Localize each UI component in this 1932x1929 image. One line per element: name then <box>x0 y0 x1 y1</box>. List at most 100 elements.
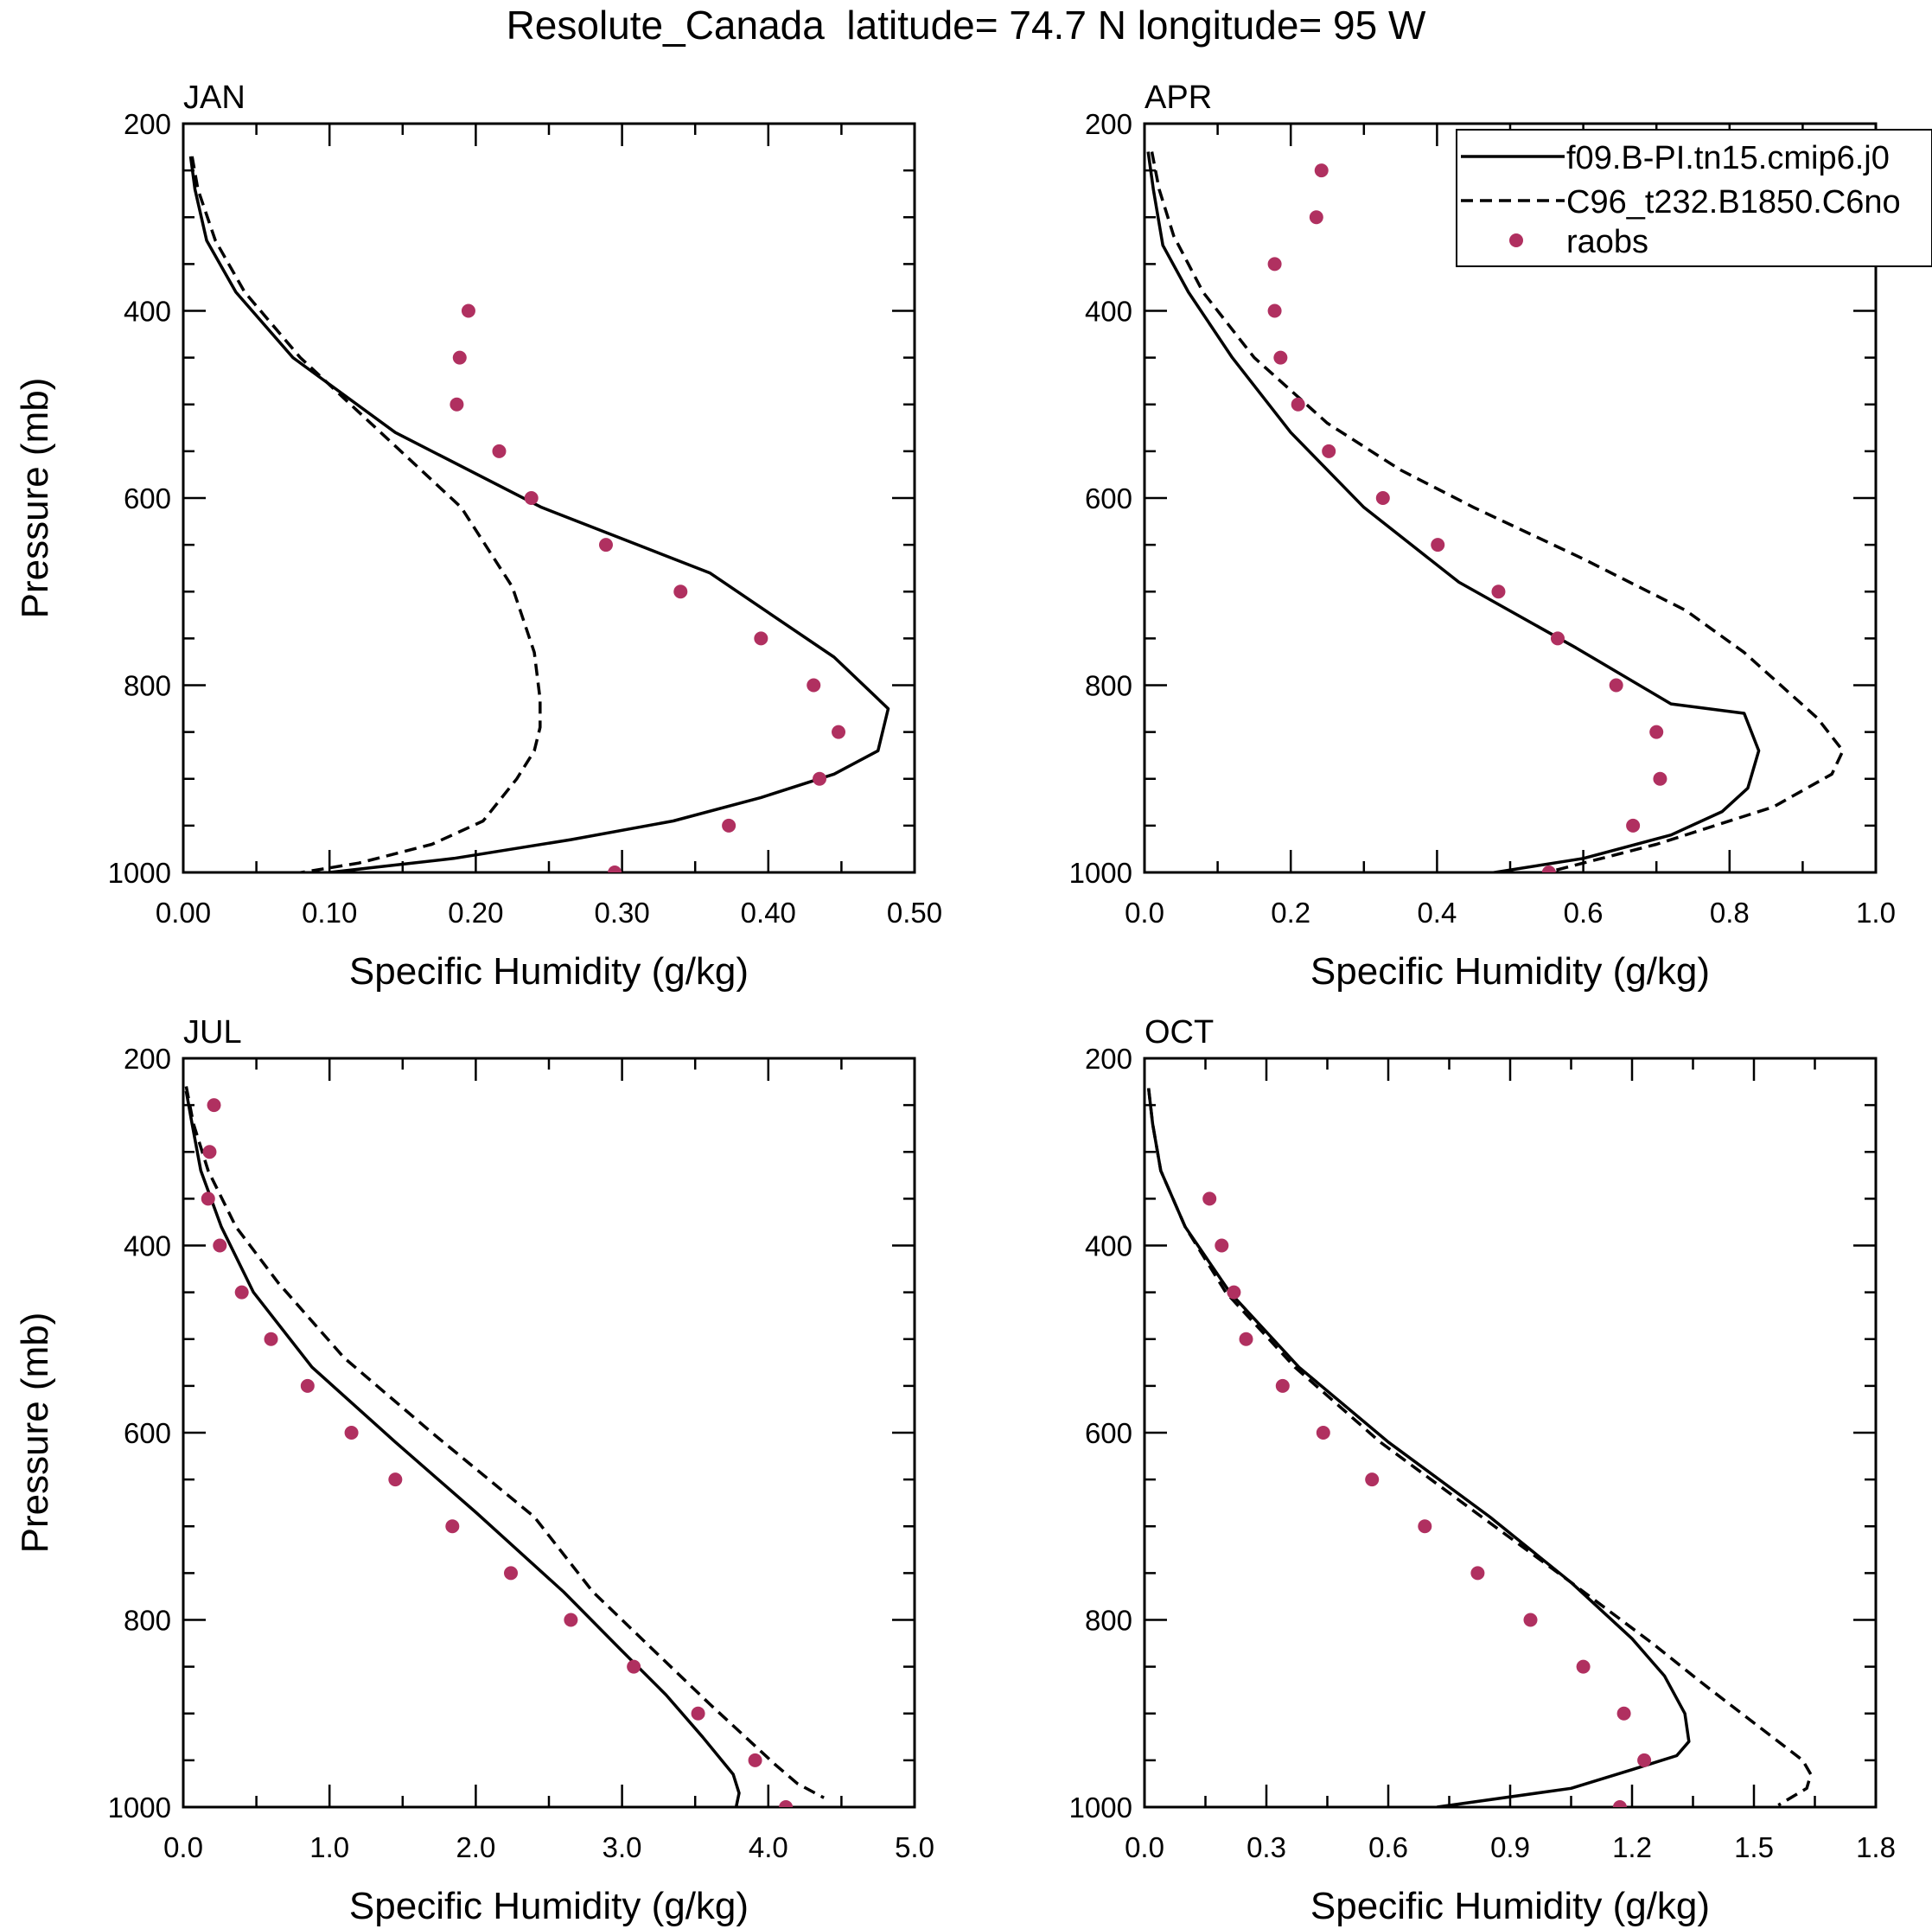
x-tick-label: 0.6 <box>1564 897 1604 929</box>
raobs-point <box>832 725 846 739</box>
raobs-point <box>748 1753 762 1767</box>
x-tick-label: 0.10 <box>302 897 357 929</box>
x-tick-label: 0.00 <box>156 897 211 929</box>
raobs-point <box>598 538 613 553</box>
y-tick-label: 600 <box>1085 1417 1132 1449</box>
plot-frame <box>182 1057 916 1809</box>
raobs-point <box>202 1145 217 1159</box>
raobs-point <box>1418 1519 1432 1534</box>
y-axis-label: Pressure (mb) <box>14 1313 56 1554</box>
x-tick-label: 0.50 <box>887 897 942 929</box>
raobs-point <box>673 584 688 599</box>
x-tick-label: 0.0 <box>1125 1831 1164 1863</box>
raobs-point <box>779 1800 794 1807</box>
raobs-point <box>388 1472 403 1487</box>
raobs-point <box>1202 1191 1217 1206</box>
legend-label: C96_t232.B1850.C6no <box>1566 184 1901 220</box>
raobs-point <box>461 303 475 318</box>
x-tick-label: 1.0 <box>1856 897 1896 929</box>
y-tick-label: 800 <box>1085 1605 1132 1637</box>
y-tick-label: 800 <box>1085 670 1132 702</box>
y-tick-label: 400 <box>1085 1230 1132 1262</box>
series-line-solid <box>184 1090 741 1807</box>
raobs-point <box>234 1285 249 1300</box>
x-tick-label: 5.0 <box>895 1831 934 1863</box>
raobs-point <box>207 1098 221 1113</box>
raobs-point <box>807 678 821 693</box>
raobs-point <box>608 865 622 872</box>
x-tick-label: 0.30 <box>594 897 649 929</box>
x-tick-label: 0.0 <box>163 1831 203 1863</box>
y-tick-label: 400 <box>124 1230 171 1262</box>
panel-oct: 200 400 600 800 1000 0.0 0.3 0.6 0.9 1.2 1.5 1.8 OCT… <box>1069 1014 1896 1927</box>
series-line-solid <box>1146 151 1761 872</box>
x-axis-label: Specific Humidity (g/kg) <box>1310 1885 1710 1927</box>
y-tick-label: 400 <box>1085 296 1132 328</box>
x-axis-label: Specific Humidity (g/kg) <box>1310 950 1710 993</box>
raobs-point <box>1365 1472 1380 1487</box>
y-tick-label: 800 <box>124 670 171 702</box>
raobs-point <box>1322 444 1336 458</box>
raobs-point <box>504 1566 519 1581</box>
x-tick-label: 0.0 <box>1125 897 1164 929</box>
plot-frame <box>182 122 916 874</box>
raobs-point <box>1576 1659 1591 1674</box>
plot-frame <box>1143 1057 1878 1809</box>
raobs-point <box>1227 1285 1241 1300</box>
y-tick-label: 800 <box>124 1605 171 1637</box>
x-tick-label: 0.9 <box>1490 1831 1530 1863</box>
raobs-point <box>1239 1332 1253 1346</box>
x-axis-label: Specific Humidity (g/kg) <box>349 950 749 993</box>
raobs-point <box>524 491 539 505</box>
raobs-point <box>1541 865 1556 872</box>
y-tick-label: 1000 <box>108 857 171 889</box>
raobs-point <box>1470 1566 1485 1581</box>
x-tick-label: 1.0 <box>309 1831 349 1863</box>
panel-jan: 200 400 600 800 1000 0.00 0.10 0.20 0.30 0.40 0.50… <box>14 80 942 993</box>
raobs-point <box>492 444 507 458</box>
panel-title: JAN <box>183 80 245 116</box>
y-tick-label: 200 <box>1085 108 1132 140</box>
raobs-point <box>627 1659 641 1674</box>
raobs-point <box>1375 491 1390 505</box>
raobs-point <box>1523 1613 1538 1627</box>
raobs-point <box>1649 725 1664 739</box>
series-line-solid <box>188 156 890 872</box>
raobs-point <box>1550 631 1565 646</box>
legend: f09.B-PI.tn15.cmip6.j0 C96_t232.B1850.C6n… <box>1456 129 1932 267</box>
y-tick-label: 200 <box>1085 1043 1132 1075</box>
raobs-point <box>452 350 467 365</box>
panel-title: OCT <box>1145 1014 1214 1051</box>
y-tick-label: 400 <box>124 296 171 328</box>
x-tick-label: 2.0 <box>456 1831 495 1863</box>
x-tick-label: 1.8 <box>1856 1831 1896 1863</box>
raobs-point <box>754 631 768 646</box>
plot-data <box>184 1086 825 1807</box>
raobs-point <box>450 397 464 412</box>
raobs-point <box>1267 257 1282 271</box>
y-axis-label: Pressure (mb) <box>14 378 56 619</box>
x-tick-label: 0.8 <box>1710 897 1750 929</box>
raobs-point <box>1431 538 1445 553</box>
raobs-point <box>691 1706 705 1721</box>
raobs-point <box>1653 771 1667 786</box>
raobs-point <box>1609 678 1623 693</box>
y-tick-label: 600 <box>124 1417 171 1449</box>
series-line-dashed <box>190 156 542 872</box>
series-line-dashed <box>1146 1088 1813 1807</box>
x-tick-label: 0.6 <box>1368 1831 1408 1863</box>
y-tick-label: 600 <box>1085 482 1132 514</box>
x-tick-label: 0.4 <box>1417 897 1457 929</box>
x-tick-label: 1.2 <box>1612 1831 1652 1863</box>
x-tick-label: 3.0 <box>603 1831 642 1863</box>
plot-data <box>1146 151 1845 872</box>
raobs-point <box>213 1238 227 1253</box>
raobs-point <box>1267 303 1282 318</box>
raobs-point <box>1491 584 1506 599</box>
y-tick-label: 600 <box>124 482 171 514</box>
plot-data <box>188 156 890 872</box>
raobs-point <box>445 1519 460 1534</box>
series-line-dashed <box>184 1086 825 1799</box>
raobs-point <box>1215 1238 1229 1253</box>
raobs-point <box>1291 397 1305 412</box>
